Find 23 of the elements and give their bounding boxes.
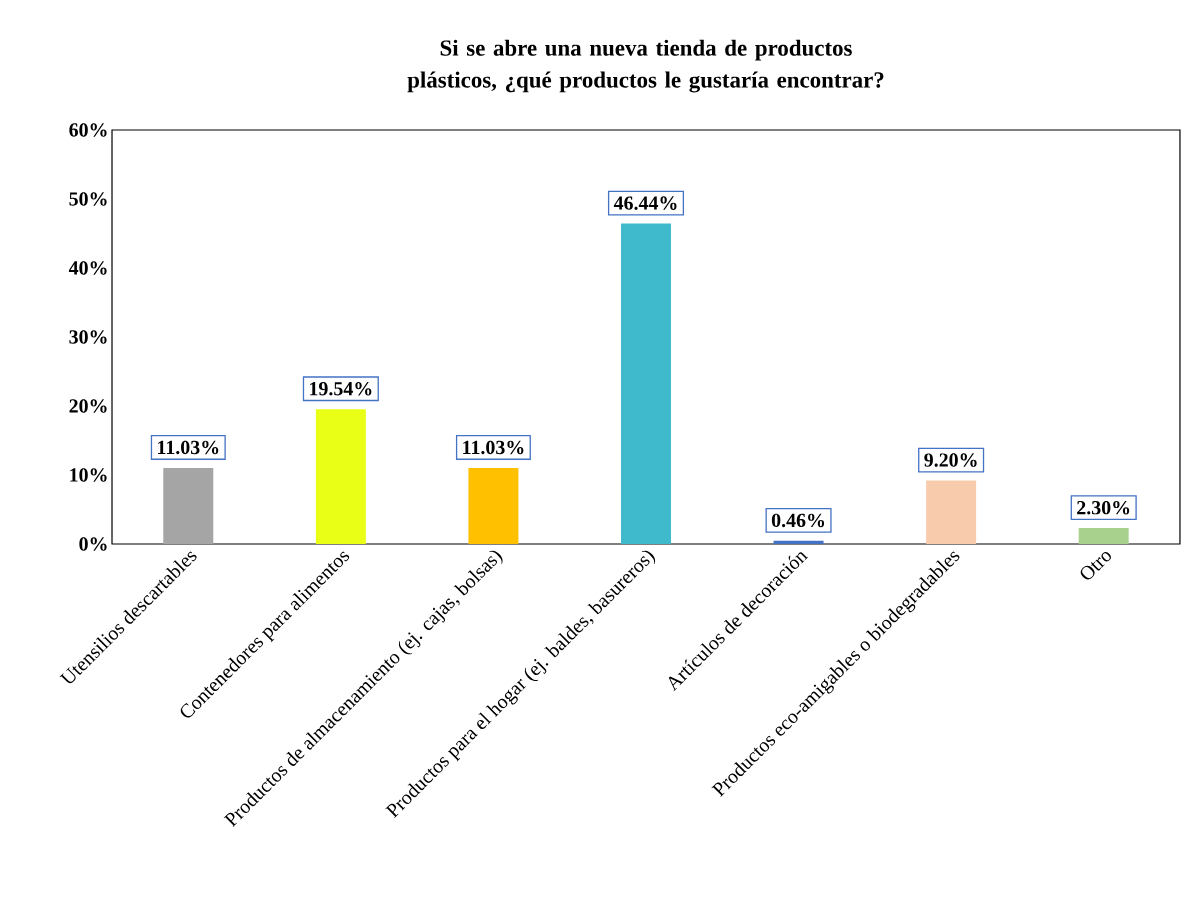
bar	[1078, 528, 1129, 544]
y-tick-label: 10%	[70, 468, 107, 482]
y-tick-label: 20%	[69, 399, 107, 413]
data-label: 46.44%	[613, 196, 677, 210]
y-tick-label: 40%	[68, 261, 107, 275]
chart-title: Si se abre una nueva tienda de productos plásticos, ¿qué productos le gustaría encontrar?	[407, 39, 884, 93]
bar	[163, 467, 214, 544]
bar	[620, 223, 671, 544]
data-label: 9.20%	[924, 453, 977, 467]
bar	[315, 409, 366, 544]
x-tick-label: Otro	[1080, 551, 1111, 580]
bar	[468, 467, 519, 544]
data-label: 19.54%	[310, 381, 372, 396]
bar	[926, 480, 977, 544]
y-tick-label: 0%	[79, 537, 107, 551]
data-label: 0.46%	[771, 513, 825, 528]
data-label: 2.30%	[1077, 500, 1130, 515]
bar	[773, 540, 824, 544]
y-tick-label: 30%	[69, 330, 107, 344]
y-tick-label: 60%	[69, 123, 107, 137]
data-label: 11.03%	[463, 440, 524, 455]
data-label: 11.03%	[158, 440, 219, 455]
y-tick-label: 50%	[69, 192, 107, 206]
